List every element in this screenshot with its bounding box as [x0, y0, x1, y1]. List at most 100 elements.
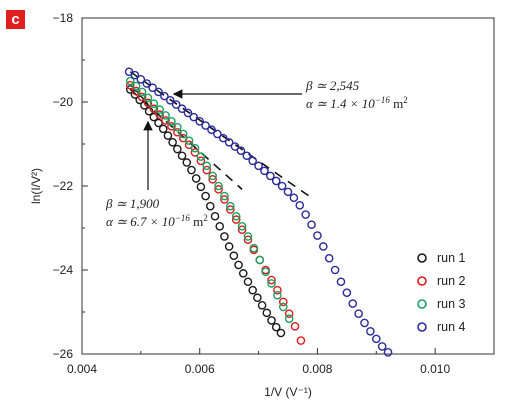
annotation-beta: β ≃ 2,545 [305, 78, 360, 93]
data-point [238, 269, 248, 278]
y-tick-label: −24 [53, 263, 74, 277]
legend: run 1 run 2 run 3 run 4 [417, 251, 466, 334]
data-point [143, 98, 153, 108]
data-point [137, 92, 147, 102]
x-tick-label: 0.006 [185, 362, 215, 376]
data-point [371, 334, 381, 344]
data-point [161, 111, 170, 120]
data-point [296, 336, 306, 345]
data-point [234, 260, 243, 270]
ticks: 0.004 0.006 0.008 0.010 −18 −20 −22 −24 −26 [53, 11, 451, 376]
data-point [171, 100, 181, 109]
data-point [196, 156, 206, 166]
data-point [243, 277, 253, 287]
data-point [236, 146, 246, 156]
data-point [173, 144, 182, 154]
data-point [242, 151, 252, 161]
data-point [324, 253, 334, 263]
data-point [184, 136, 194, 145]
data-point [253, 293, 262, 303]
data-point [360, 318, 369, 328]
data-point [336, 277, 346, 287]
data-point [142, 79, 152, 88]
data-point [330, 265, 340, 275]
data-point [276, 328, 286, 338]
data-point [220, 195, 229, 204]
data-point [173, 127, 182, 137]
x-tick-label: 0.010 [420, 362, 450, 376]
data-point [196, 182, 206, 192]
data-point [187, 165, 196, 175]
data-point [143, 93, 153, 103]
data-point [249, 243, 259, 253]
x-tick-label: 0.004 [67, 362, 97, 376]
data-point [210, 211, 220, 221]
annotation-alpha: α ≃ 1.4 × 10−16 m2 [306, 95, 408, 111]
data-point [131, 81, 141, 91]
legend-marker [417, 276, 427, 286]
data-point [273, 290, 282, 300]
data-point [144, 106, 154, 116]
data-point [125, 80, 135, 90]
data-point [307, 220, 316, 229]
data-point [218, 133, 228, 143]
data-point [131, 86, 141, 96]
data-point [224, 138, 234, 147]
data-point [295, 201, 305, 210]
data-point [191, 174, 201, 183]
annotation-alpha: α ≃ 6.7 × 10−16 m2 [106, 213, 208, 229]
data-point [214, 185, 223, 194]
data-point [260, 166, 269, 176]
data-point [155, 110, 164, 119]
axes [81, 17, 495, 355]
x-axis-label: 1/V (V⁻¹) [264, 385, 312, 399]
data-point [284, 314, 294, 324]
plot-frame [81, 17, 495, 355]
data-point [257, 300, 267, 310]
data-point [160, 91, 169, 101]
data-point [201, 191, 210, 201]
data-point [248, 156, 257, 166]
data-point [220, 191, 229, 201]
data-point [154, 87, 163, 97]
data-point [377, 342, 387, 351]
data-point [202, 165, 212, 175]
y-tick-label: −26 [53, 347, 74, 361]
y-tick-label: −20 [53, 95, 74, 109]
data-point [182, 158, 192, 167]
data-point [196, 152, 206, 161]
data-point [231, 215, 241, 224]
data-point [366, 327, 375, 336]
data-point [201, 121, 210, 130]
data-point [167, 122, 176, 131]
data-point [167, 117, 176, 126]
data-point [273, 285, 282, 295]
data-point [178, 129, 188, 139]
data-point [230, 142, 240, 151]
data-point [165, 96, 175, 105]
data-point [202, 161, 212, 171]
data-point [195, 117, 205, 126]
data-point [208, 174, 217, 184]
y-tick-label: −18 [53, 11, 74, 25]
annotation-beta: β ≃ 1,900 [105, 196, 160, 211]
data-point [168, 138, 177, 147]
data-point [278, 297, 288, 307]
data-point [177, 151, 187, 161]
data-point [231, 211, 241, 221]
data-point [289, 193, 299, 203]
data-point [267, 316, 276, 325]
data-point [207, 125, 216, 135]
data-point [271, 322, 281, 332]
data-point [354, 309, 363, 318]
data-point [158, 124, 168, 134]
data-point [261, 267, 270, 276]
data-point [229, 251, 239, 261]
data-point [161, 116, 170, 125]
data-point [237, 225, 247, 234]
data-point [137, 87, 147, 97]
y-tick-label: −22 [53, 179, 74, 193]
data-point [214, 181, 223, 191]
data-point [130, 70, 140, 80]
